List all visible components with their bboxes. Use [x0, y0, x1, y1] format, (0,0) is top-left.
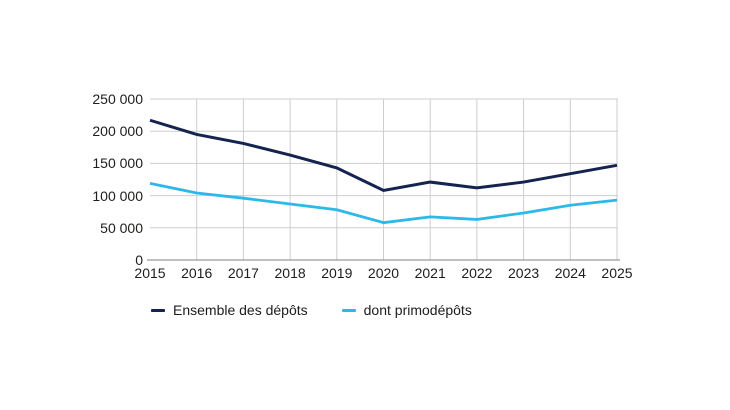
legend-label-dont-primodepots: dont primodépôts	[363, 302, 472, 318]
x-tick-label: 2017	[227, 265, 259, 281]
legend-item-dont-primodepots: dont primodépôts	[341, 302, 472, 318]
x-tick-label: 2019	[321, 265, 353, 281]
x-tick-label: 2018	[274, 265, 306, 281]
x-tick-label: 2021	[414, 265, 446, 281]
x-tick-label: 2025	[601, 265, 633, 281]
legend-label-ensemble-des-depots: Ensemble des dépôts	[173, 302, 308, 318]
x-tick-label: 2020	[367, 265, 400, 281]
x-tick-label: 2015	[134, 265, 166, 281]
x-tick-label: 2022	[461, 265, 493, 281]
legend-dash-icon	[151, 308, 165, 312]
y-tick-label: 50 000	[100, 219, 143, 236]
x-tick-label: 2024	[554, 265, 586, 281]
y-tick-label: 0	[135, 252, 143, 268]
series-line-0	[149, 118, 618, 193]
y-tick-label: 250 000	[92, 91, 143, 107]
chart-legend: Ensemble des dépôts dont primodépôts	[151, 302, 472, 318]
y-tick-label: 200 000	[92, 123, 143, 140]
legend-dash-icon	[341, 308, 356, 312]
series-line-1	[149, 181, 618, 225]
x-tick-label: 2023	[508, 265, 540, 281]
legend-item-ensemble-des-depots: Ensemble des dépôts	[151, 302, 308, 318]
y-tick-label: 150 000	[92, 155, 143, 172]
x-tick-label: 2016	[181, 265, 213, 281]
y-tick-label: 100 000	[92, 187, 143, 204]
